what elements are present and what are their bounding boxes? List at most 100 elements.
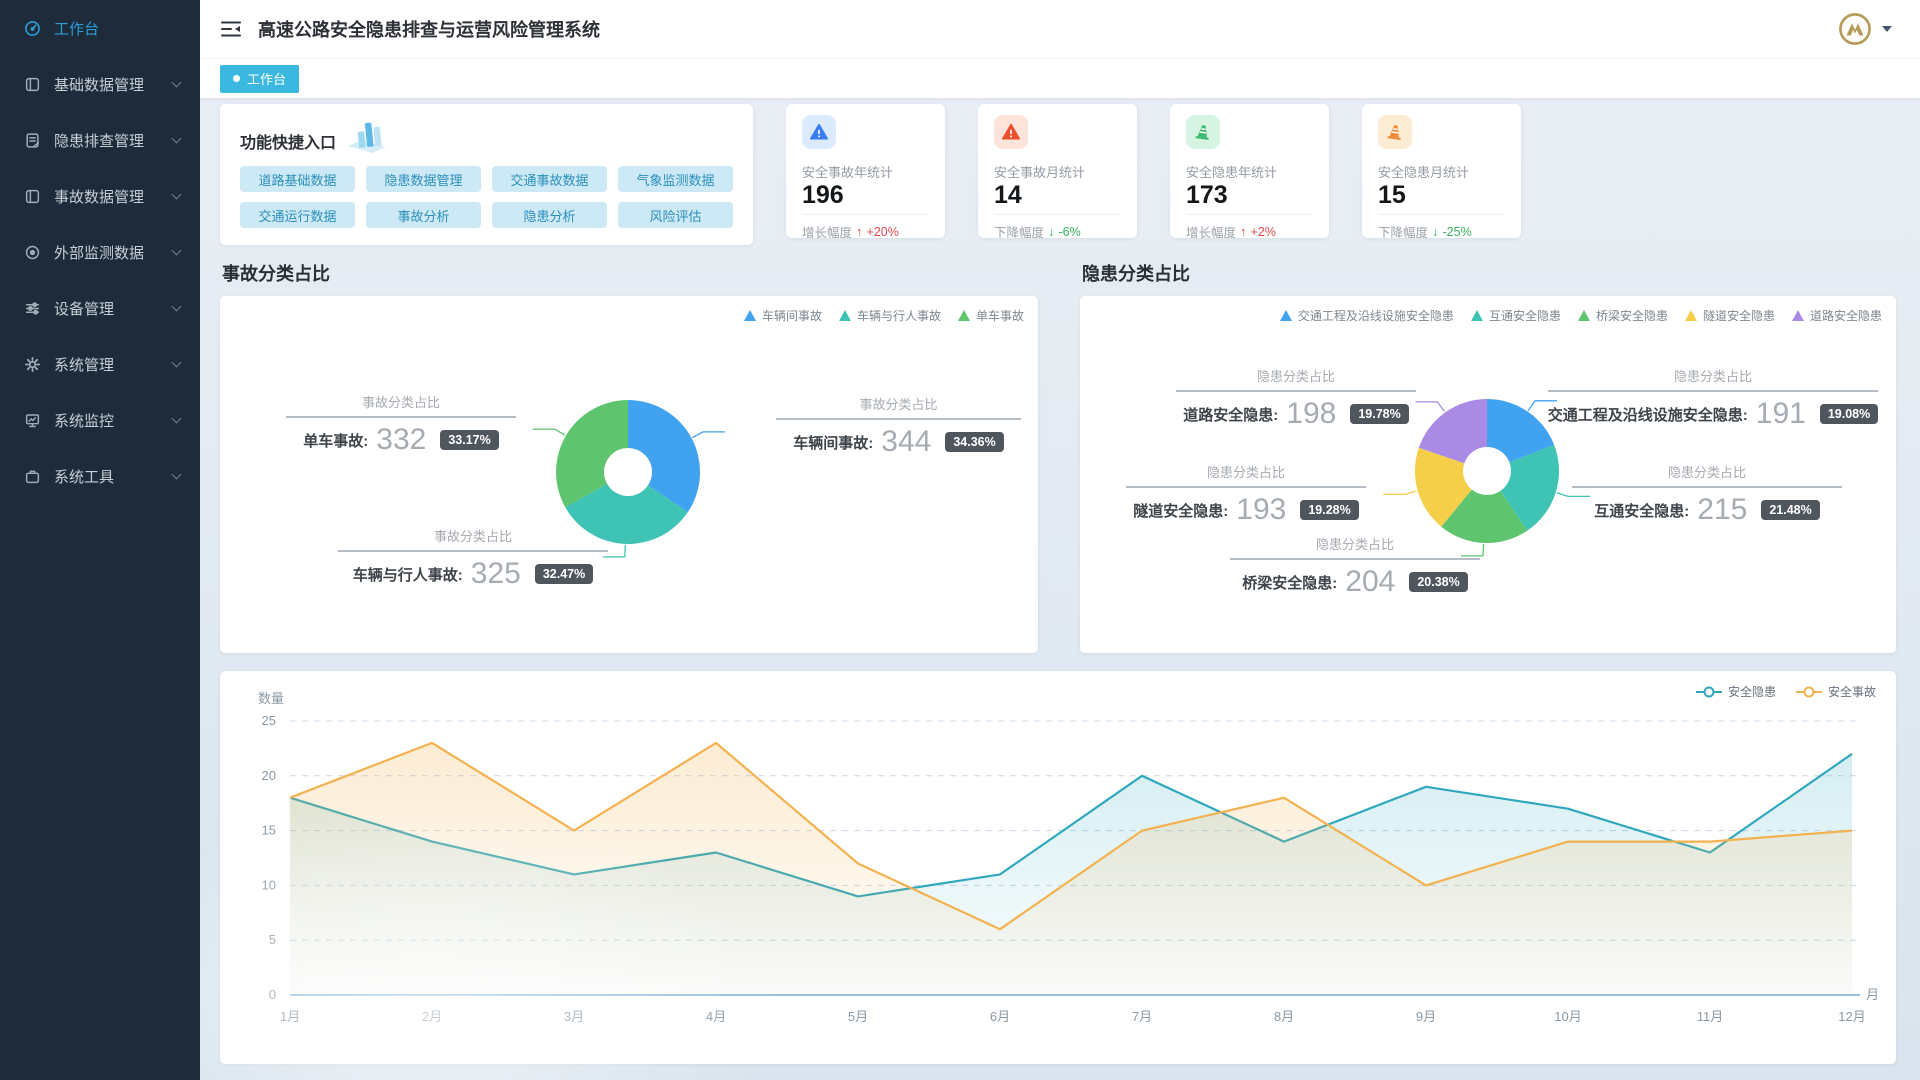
pie-slice-互通安全隐患[interactable] xyxy=(1500,444,1560,531)
sidebar-item-label: 系统工具 xyxy=(54,468,115,486)
chevron-down-icon xyxy=(171,133,182,144)
hazard-donut-chart xyxy=(1383,399,1591,557)
pie-slice-道路安全隐患[interactable] xyxy=(1418,399,1487,464)
trend-up-arrow-icon: ↑ xyxy=(856,224,863,238)
svg-text:6月: 6月 xyxy=(990,1009,1010,1024)
pie-label-vehicle-vehicle: 事故分类占比 车辆间事故34434.36% xyxy=(776,394,1021,457)
legend-item[interactable]: 道路安全隐患 xyxy=(1791,307,1882,324)
quick-entry-title: 功能快捷入口 xyxy=(240,135,337,152)
quick-button-weather-monitor-data[interactable]: 气象监测数据 xyxy=(618,166,733,192)
series-line-安全事故[interactable] xyxy=(289,741,1853,931)
hazard-pie-legend: 交通工程及沿线设施安全隐患 互通安全隐患 桥梁安全隐患 隧道安全隐患 道路安全隐… xyxy=(1279,307,1882,324)
sidebar-item-system-tools[interactable]: 系统工具 xyxy=(0,448,200,504)
hazard-pie-panel: 交通工程及沿线设施安全隐患 互通安全隐患 桥梁安全隐患 隧道安全隐患 道路安全隐… xyxy=(1080,296,1896,653)
monthly-trend-line-chart: 0 5 10 15 20 25 1月 2月 3月 4月 5月 6月 7月 8月 9月 10月 11月 12月 数量月 xyxy=(258,691,1879,1024)
triangle-marker-icon xyxy=(957,310,970,321)
percent-badge: 33.17% xyxy=(440,430,499,450)
tab-label: 工作台 xyxy=(247,72,287,87)
legend-item[interactable]: 互通安全隐患 xyxy=(1470,307,1561,324)
quick-button-traffic-accident-data[interactable]: 交通事故数据 xyxy=(492,166,607,192)
svg-text:2月: 2月 xyxy=(422,1009,442,1024)
trend-label: 增长幅度 xyxy=(802,226,853,238)
svg-text:10: 10 xyxy=(262,877,276,892)
percent-badge: 32.47% xyxy=(534,564,594,584)
legend-item[interactable]: 安全隐患 xyxy=(1695,683,1776,700)
collapse-menu-icon[interactable] xyxy=(220,19,242,39)
sidebar-item-label: 隐患排查管理 xyxy=(54,132,145,150)
section-title-hazard-pie: 隐患分类占比 xyxy=(1082,264,1190,284)
base-data-icon xyxy=(25,77,40,91)
stat-value: 196 xyxy=(802,181,844,209)
pie-label-bridge-hazard: 隐患分类占比 桥梁安全隐患20420.38% xyxy=(1230,534,1480,597)
inspection-doc-icon xyxy=(26,132,40,148)
stat-value: 14 xyxy=(994,181,1022,209)
svg-text:1月: 1月 xyxy=(280,1009,300,1024)
sidebar-item-accident-data[interactable]: 事故数据管理 xyxy=(0,168,200,224)
sidebar-item-system-monitor[interactable]: 系统监控 xyxy=(0,392,200,448)
quick-button-road-base-data[interactable]: 道路基础数据 xyxy=(240,166,355,192)
chevron-down-icon xyxy=(171,245,182,256)
pie-slice-交通工程及沿线设施安全隐患[interactable] xyxy=(1487,399,1555,463)
main-area: 高速公路安全隐患排查与运营风险管理系统 工作台 功能快捷入口 道路基础数据 隐患… xyxy=(200,0,1920,1080)
sliders-icon xyxy=(25,301,40,315)
stat-label: 安全事故月统计 xyxy=(994,165,1086,180)
legend-item[interactable]: 单车事故 xyxy=(957,307,1024,324)
pie-slice-隧道安全隐患[interactable] xyxy=(1414,447,1472,527)
section-title-accident-pie: 事故分类占比 xyxy=(222,264,330,284)
svg-text:9月: 9月 xyxy=(1416,1009,1436,1024)
sidebar-item-workbench[interactable]: 工作台 xyxy=(0,0,200,56)
quick-button-hazard-data-mgmt[interactable]: 隐患数据管理 xyxy=(366,166,481,192)
chevron-down-icon xyxy=(171,301,182,312)
pie-slice-桥梁安全隐患[interactable] xyxy=(1441,489,1528,544)
svg-text:11月: 11月 xyxy=(1697,1009,1724,1024)
quick-button-traffic-operation-data[interactable]: 交通运行数据 xyxy=(240,202,355,228)
pie-label-road-hazard: 隐患分类占比 道路安全隐患19819.78% xyxy=(1176,366,1416,429)
percent-badge: 19.08% xyxy=(1819,404,1879,424)
stat-label: 安全隐患月统计 xyxy=(1378,165,1470,180)
gold-emblem-avatar xyxy=(1839,13,1871,45)
legend-item[interactable]: 安全事故 xyxy=(1795,683,1876,700)
sidebar: 工作台 基础数据管理 隐患排查管理 事故数据管理 外部监测数据 设备管理 系统管… xyxy=(0,0,200,1080)
pie-slice-车辆间事故[interactable] xyxy=(628,400,701,512)
legend-item[interactable]: 隧道安全隐患 xyxy=(1684,307,1775,324)
triangle-marker-icon xyxy=(838,310,851,321)
sidebar-item-label: 设备管理 xyxy=(54,300,115,318)
quick-button-accident-analysis[interactable]: 事故分析 xyxy=(366,202,481,228)
pie-slice-车辆与行人事故[interactable] xyxy=(565,483,688,544)
briefcase-icon xyxy=(25,470,40,483)
sidebar-item-label: 工作台 xyxy=(54,20,100,38)
sidebar-item-system-mgmt[interactable]: 系统管理 xyxy=(0,336,200,392)
triangle-marker-icon xyxy=(1279,310,1292,321)
legend-item[interactable]: 车辆间事故 xyxy=(743,307,822,324)
chevron-down-icon xyxy=(1882,26,1892,32)
monthly-trend-chart-panel: 安全隐患 安全事故 0 5 10 15 20 25 1月 2月 3月 4月 5月 6月 7月 8月 9月 10… xyxy=(220,671,1896,1064)
sidebar-item-label: 事故数据管理 xyxy=(54,188,145,206)
accident-pie-section: 事故分类占比 车辆间事故 车辆与行人事故 单车事故 事故分类占比 单车事故332… xyxy=(220,258,1038,653)
pie-label-connector xyxy=(1461,543,1485,557)
sidebar-item-device-mgmt[interactable]: 设备管理 xyxy=(0,280,200,336)
legend-item[interactable]: 交通工程及沿线设施安全隐患 xyxy=(1279,307,1454,324)
pie-label-connector xyxy=(1556,492,1591,498)
trend-down-arrow-icon: ↓ xyxy=(1432,224,1439,238)
sidebar-item-hazard-inspection[interactable]: 隐患排查管理 xyxy=(0,112,200,168)
legend-item[interactable]: 桥梁安全隐患 xyxy=(1577,307,1668,324)
user-menu[interactable] xyxy=(1837,11,1892,47)
pie-label-connector xyxy=(692,431,725,439)
svg-text:12月: 12月 xyxy=(1838,1009,1865,1024)
pie-slice-单车事故[interactable] xyxy=(556,400,628,508)
gear-icon xyxy=(25,356,40,372)
quick-button-hazard-analysis[interactable]: 隐患分析 xyxy=(492,202,607,228)
tab-workbench[interactable]: 工作台 xyxy=(220,64,300,93)
percent-badge: 21.48% xyxy=(1761,500,1820,520)
traffic-cone-icon xyxy=(1387,125,1401,140)
traffic-cone-icon xyxy=(1195,125,1209,140)
pie-label-connector xyxy=(1383,490,1417,495)
sidebar-item-base-data[interactable]: 基础数据管理 xyxy=(0,56,200,112)
quick-button-risk-assessment[interactable]: 风险评估 xyxy=(618,202,733,228)
sidebar-item-external-monitor[interactable]: 外部监测数据 xyxy=(0,224,200,280)
stat-value: 15 xyxy=(1378,181,1406,209)
content: 功能快捷入口 道路基础数据 隐患数据管理 交通事故数据 气象监测数据 交通运行数… xyxy=(200,98,1920,1080)
legend-item[interactable]: 车辆与行人事故 xyxy=(838,307,941,324)
sidebar-item-label: 基础数据管理 xyxy=(54,76,145,94)
page-title: 高速公路安全隐患排查与运营风险管理系统 xyxy=(258,20,600,40)
